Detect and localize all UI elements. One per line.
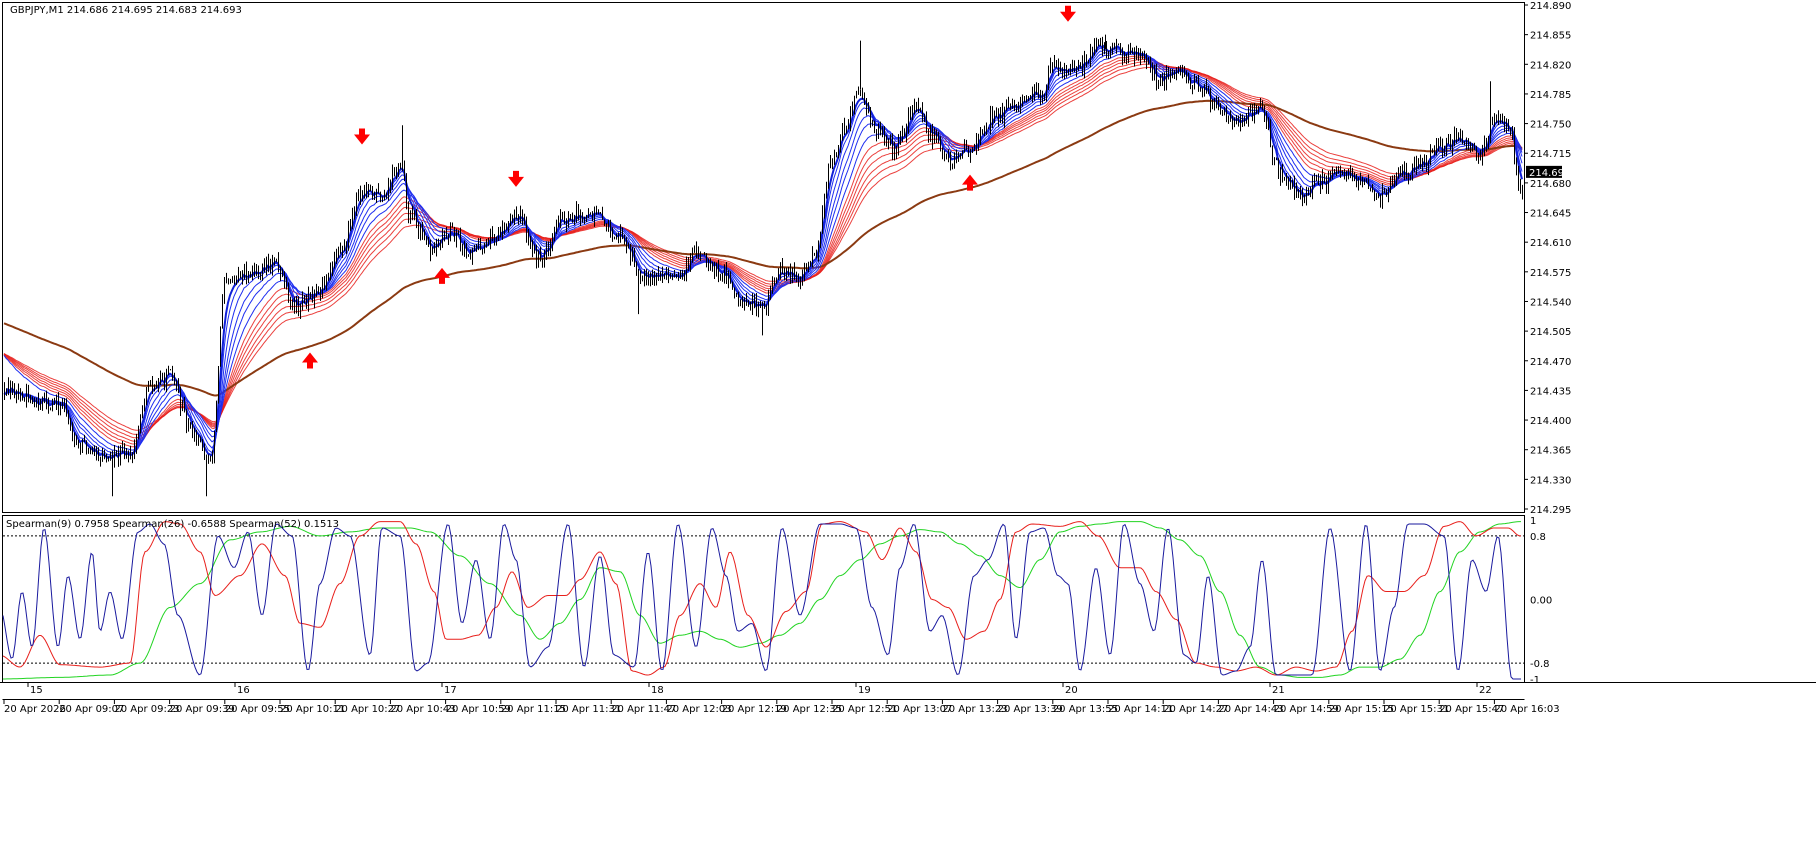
buy-arrow — [434, 267, 450, 284]
day-label: 22 — [1479, 685, 1492, 696]
indicator-level-label: 0.00 — [1530, 596, 1552, 607]
time-label: 20 Apr 09:39 — [170, 704, 235, 715]
price-tick-label: 214.540 — [1530, 297, 1571, 308]
price-tick-label: 214.715 — [1530, 149, 1571, 160]
indicator-level-label: 1 — [1530, 516, 1536, 527]
time-label: 20 Apr 14:59 — [1274, 704, 1339, 715]
current-price-label: 214.693 — [1526, 165, 1570, 179]
blue-ema-line — [3, 46, 1523, 458]
moving-averages — [3, 44, 1523, 460]
buy-arrow — [302, 352, 318, 369]
signal-arrows — [302, 5, 1076, 369]
indicator-levels — [3, 535, 1524, 664]
time-label: 20 Apr 14:11 — [1108, 704, 1173, 715]
price-tick-label: 214.610 — [1530, 238, 1571, 249]
sell-arrow — [354, 128, 370, 145]
brown-ema-line — [3, 99, 1523, 397]
time-label: 20 Apr 13:07 — [887, 704, 952, 715]
spearman9-line — [2, 523, 1521, 680]
time-label: 20 Apr 11:15 — [501, 704, 566, 715]
spearman52-line — [3, 521, 1521, 680]
day-label: 21 — [1272, 685, 1285, 696]
time-label: 20 Apr 12:19 — [722, 704, 787, 715]
time-label: 20 Apr 11:47 — [611, 704, 676, 715]
price-tick-label: 214.680 — [1530, 179, 1571, 190]
red-ema-line — [3, 63, 1523, 435]
day-label: 20 — [1065, 685, 1078, 696]
day-label: 15 — [30, 685, 43, 696]
time-label: 20 Apr 2026 — [4, 704, 66, 715]
day-label: 19 — [858, 685, 871, 696]
time-label: 20 Apr 15:15 — [1329, 704, 1394, 715]
symbol-info: GBPJPY,M1 214.686 214.695 214.683 214.69… — [10, 5, 242, 16]
time-label: 20 Apr 13:55 — [1053, 704, 1118, 715]
day-label: 18 — [651, 685, 664, 696]
time-label: 20 Apr 13:23 — [942, 704, 1007, 715]
day-label: 17 — [444, 685, 457, 696]
candlesticks[interactable] — [4, 34, 1523, 497]
spearman-lines — [2, 521, 1522, 680]
time-label: 20 Apr 09:23 — [114, 704, 179, 715]
sell-arrow — [1060, 5, 1076, 22]
indicator-axis: 1 0.8 0.00 -0.8 -1 — [1530, 516, 1552, 686]
day-labels: 15 16 17 18 19 20 21 22 — [27, 683, 1492, 696]
price-axis[interactable]: 214.890 214.855 214.820 214.785 214.750 214.7… — [1524, 1, 1571, 516]
time-label: 20 Apr 14:27 — [1163, 704, 1228, 715]
time-label: 20 Apr 10:27 — [335, 704, 400, 715]
price-tick-label: 214.575 — [1530, 268, 1571, 279]
time-label: 20 Apr 10:59 — [446, 704, 511, 715]
time-label: 20 Apr 14:43 — [1218, 704, 1283, 715]
price-tick-label: 214.785 — [1530, 90, 1571, 101]
chart-frame — [0, 2, 1816, 700]
indicator-legend: Spearman(9) 0.7958 Spearman(26) -0.6588 … — [6, 519, 339, 530]
red-ema-line — [3, 55, 1523, 448]
sell-arrow — [508, 170, 524, 187]
blue-ema-line — [3, 50, 1523, 454]
price-tick-label: 214.505 — [1530, 327, 1571, 338]
red-ema-line — [3, 58, 1523, 442]
spearman26-line — [2, 521, 1522, 676]
price-tick-label: 214.470 — [1530, 357, 1571, 368]
price-tick-label: 214.645 — [1530, 209, 1571, 220]
indicator-level-label: 0.8 — [1530, 532, 1546, 543]
blue-ema-line — [3, 53, 1523, 451]
indicator-level-label: -0.8 — [1530, 659, 1550, 670]
indicator-level-label: -1 — [1530, 675, 1540, 686]
time-label: 20 Apr 13:39 — [998, 704, 1063, 715]
red-ema-line — [3, 61, 1523, 439]
price-tick-label: 214.400 — [1530, 416, 1571, 427]
time-label: 20 Apr 09:07 — [59, 704, 124, 715]
price-tick-label: 214.330 — [1530, 475, 1571, 486]
red-ema-line — [3, 66, 1523, 431]
price-tick-label: 214.890 — [1530, 1, 1571, 12]
time-label: 20 Apr 15:31 — [1384, 704, 1449, 715]
time-label: 20 Apr 10:11 — [280, 704, 345, 715]
day-label: 16 — [237, 685, 250, 696]
blue-ema-fast-line — [3, 44, 1523, 460]
blue-ema-line — [3, 47, 1523, 457]
price-tick-label: 214.435 — [1530, 386, 1571, 397]
current-price: 214.693 — [1529, 168, 1570, 179]
time-label: 20 Apr 12:35 — [777, 704, 842, 715]
time-label: 20 Apr 09:55 — [225, 704, 290, 715]
time-label: 20 Apr 10:43 — [390, 704, 455, 715]
time-label: 20 Apr 12:51 — [832, 704, 897, 715]
red-ema-line — [3, 56, 1523, 445]
time-label: 20 Apr 16:03 — [1494, 704, 1559, 715]
time-label: 20 Apr 12:03 — [666, 704, 731, 715]
price-tick-label: 214.820 — [1530, 60, 1571, 71]
time-label: 20 Apr 15:47 — [1439, 704, 1504, 715]
price-tick-label: 214.855 — [1530, 31, 1571, 42]
price-tick-label: 214.750 — [1530, 120, 1571, 131]
buy-arrow — [962, 174, 978, 191]
time-label: 20 Apr 11:31 — [556, 704, 621, 715]
price-tick-label: 214.295 — [1530, 505, 1571, 516]
price-tick-label: 214.365 — [1530, 446, 1571, 457]
